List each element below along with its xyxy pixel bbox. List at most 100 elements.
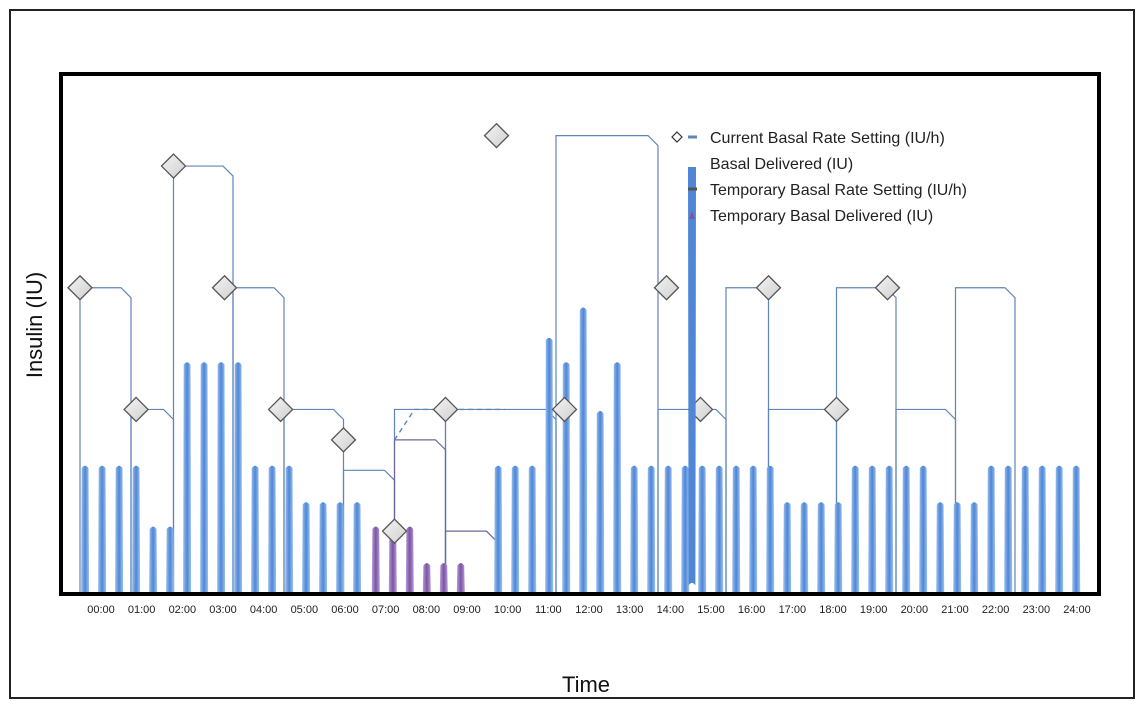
temp-delivered-bar [422,563,431,592]
basal-delivered-bar [302,502,311,592]
basal-delivered-bar [630,465,639,592]
temp-delivered-bar [439,563,448,592]
temp-rate-step [444,530,498,592]
basal-delivered-bar [715,465,724,592]
basal-delivered-bar [545,337,554,592]
legend-label: Temporary Basal Delivered (IU) [710,208,933,225]
x-tick-label: 13:00 [616,604,644,616]
basal-rate-diamond [160,153,187,179]
basal-delivered-bar [732,465,741,592]
x-tick-label: 17:00 [779,604,807,616]
rate-lines [79,135,1016,592]
x-tick-label: 04:00 [250,604,278,616]
x-tick-label: 10:00 [494,604,522,616]
basal-delivered-bar [664,465,673,592]
x-tick-label: 15:00 [697,604,725,616]
x-tick-label: 14:00 [657,604,685,616]
basal-delivered-bar [800,502,809,592]
basal-delivered-bar [268,465,277,592]
basal-delivered-bar [885,465,894,592]
x-tick-label: 03:00 [209,604,237,616]
x-tick-label: 07:00 [372,604,400,616]
basal-delivered-bar [234,362,243,592]
x-tick-label: 00:00 [87,604,115,616]
basal-delivered-bar [766,465,775,592]
basal-rate-step [954,287,1016,592]
basal-delivered-bar [868,465,877,592]
basal-rate-diamond [823,396,850,423]
basal-rate-step [232,287,285,592]
x-tick-label: 05:00 [291,604,319,616]
basal-delivered-bar [834,502,843,592]
basal-rate-diamond [432,396,459,423]
x-tick-labels: 00:00 01:00 02:00 03:00 04:00 05:00 06:00 07:00… [87,604,1091,616]
legend-line-swatch [688,187,697,191]
temp-delivered-bar [405,526,414,592]
basal-delivered-bar [1038,465,1047,592]
legend: Current Basal Rate Setting (IU/h) Basal D… [671,130,967,586]
basal-delivered-bar [647,465,656,592]
x-tick-label: 18:00 [819,604,847,616]
basal-rate-diamond [653,274,680,301]
x-tick-label: 09:00 [453,604,481,616]
basal-rate-diamond [483,122,510,149]
x-tick-label: 22:00 [982,604,1010,616]
basal-delivered-bar [681,465,690,592]
basal-delivered-bar [919,465,928,592]
x-axis-title: Time [562,672,610,697]
temp-rate-step [393,439,447,592]
basal-rate-diamond [551,396,578,423]
basal-delivered-bar [953,502,962,592]
basal-delivered-bar [115,465,124,592]
basal-delivered-bar [319,502,328,592]
basal-rate-step [725,287,770,592]
basal-delivered-bar [528,465,537,592]
basal-delivered-bar [783,502,792,592]
basal-rate-diamond [267,396,294,423]
basal-delivered-bar [285,465,294,592]
legend-label: Basal Delivered (IU) [710,156,853,173]
temp-delivered-bar [456,563,465,592]
basal-delivered-bar [217,362,226,592]
basal-delivered-bar [902,465,911,592]
delivered-bars [81,307,1081,592]
legend-label: Temporary Basal Rate Setting (IU/h) [710,182,967,199]
legend-bar-swatch [689,211,695,219]
x-tick-label: 08:00 [413,604,441,616]
basal-rate-diamond [874,274,901,301]
basal-delivered-bar [183,362,192,592]
basal-delivered-bar [987,465,996,592]
legend-label: Current Basal Rate Setting (IU/h) [710,130,945,147]
basal-delivered-bar [970,502,979,592]
basal-delivered-bar [200,362,209,592]
basal-delivered-bar [817,502,826,592]
rate-change-markers [67,122,901,545]
basal-rate-diamond [755,274,782,301]
basal-delivered-bar [596,410,605,592]
x-tick-label: 06:00 [331,604,359,616]
basal-delivered-bar [562,362,571,592]
x-tick-label: 20:00 [901,604,929,616]
basal-rate-diamond [67,274,93,301]
basal-delivered-bar [132,465,141,592]
x-tick-label: 19:00 [860,604,888,616]
basal-delivered-bar [511,465,520,592]
chart-frame [9,9,1135,699]
basal-delivered-bar [1072,465,1081,592]
basal-rate-diamond [211,274,238,301]
basal-delivered-bar [749,465,758,592]
basal-delivered-bar [166,526,175,592]
x-tick-label: 01:00 [128,604,156,616]
legend-line-swatch [688,135,697,139]
basal-delivered-bar [936,502,945,592]
basal-delivered-bar [698,465,707,592]
temp-delivered-bar [371,526,380,592]
legend-bar-swatch [688,167,696,586]
x-tick-label: 12:00 [575,604,603,616]
basal-rate-diamond [123,396,150,423]
x-tick-label: 02:00 [169,604,197,616]
temp-rate-dashed-line [393,408,505,441]
basal-delivered-bar [251,465,260,592]
legend-diamond-swatch [671,131,683,143]
